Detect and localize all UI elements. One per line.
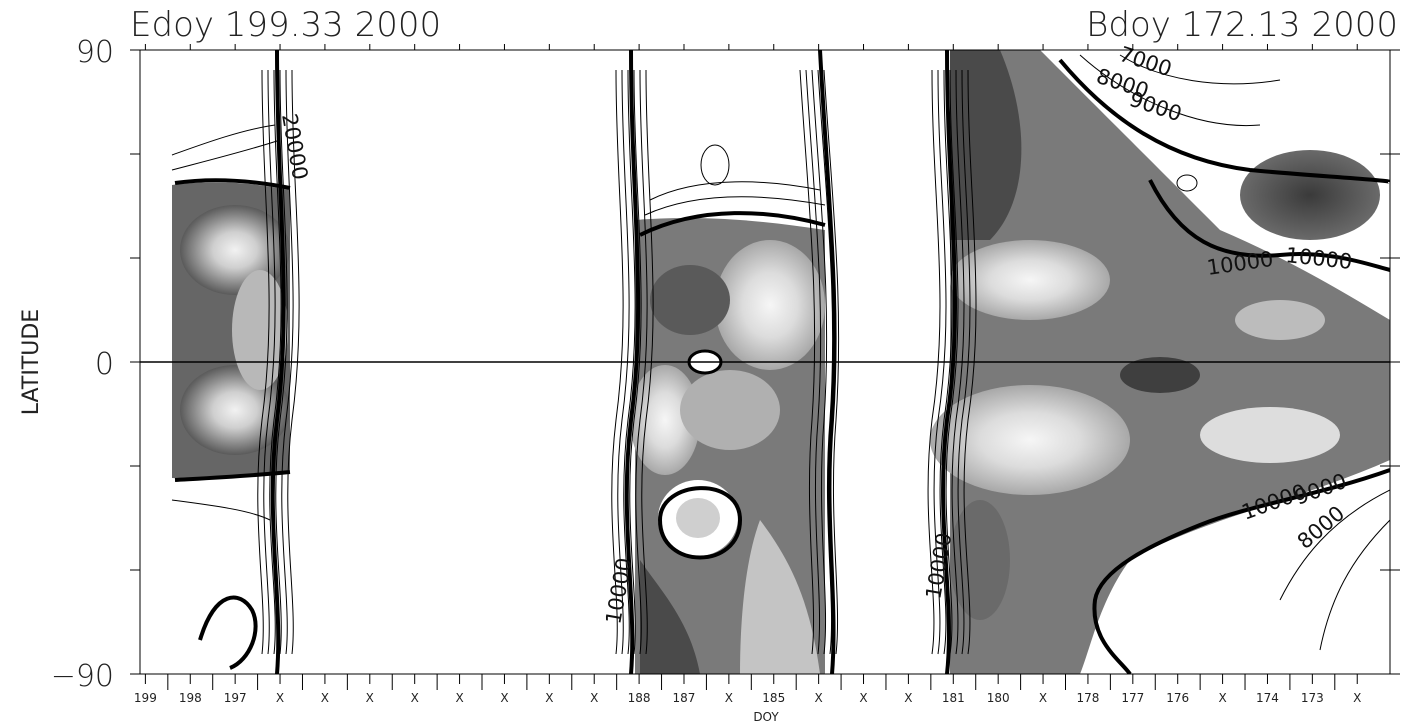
y-tick-label: −90 [51, 659, 114, 694]
x-tick-label: X [545, 691, 553, 705]
panel-1-shading [172, 182, 290, 479]
x-tick-label: X [366, 691, 374, 705]
x-tick-label: X [276, 691, 284, 705]
x-tick-label: X [1218, 691, 1226, 705]
x-tick-label: 181 [942, 691, 965, 705]
x-tick-label: 197 [224, 691, 247, 705]
panel-2-shading [630, 218, 825, 674]
contour-label: 9000 [1126, 87, 1184, 126]
x-tick-label: 173 [1301, 691, 1324, 705]
x-tick-label: X [1353, 691, 1361, 705]
x-tick-label: X [590, 691, 598, 705]
x-tick-label: 178 [1076, 691, 1099, 705]
x-tick-label: X [815, 691, 823, 705]
x-tick-label: 185 [762, 691, 785, 705]
x-tick-label: X [725, 691, 733, 705]
y-tick-label: 90 [76, 35, 114, 70]
x-tick-label: 199 [134, 691, 157, 705]
chart-title-left: Edoy 199.33 2000 [130, 5, 441, 45]
y-tick-label: 0 [95, 347, 114, 382]
x-axis-title: DOY [753, 710, 779, 724]
x-tick-label: 180 [987, 691, 1010, 705]
x-tick-label: 176 [1166, 691, 1189, 705]
x-tick-label: X [1039, 691, 1047, 705]
x-tick-label: 188 [628, 691, 651, 705]
x-tick-label: 174 [1256, 691, 1279, 705]
x-tick-label: X [455, 691, 463, 705]
x-tick-label: X [500, 691, 508, 705]
x-tick-label: X [321, 691, 329, 705]
x-tick-label: X [411, 691, 419, 705]
x-tick-label: 177 [1121, 691, 1144, 705]
panel-edge-bold [270, 50, 957, 674]
panel-edge-bands [257, 69, 977, 655]
x-tick-label: 187 [673, 691, 696, 705]
chart-title-right: Bdoy 172.13 2000 [1086, 5, 1398, 45]
x-tick-label: X [904, 691, 912, 705]
x-tick-label: 198 [179, 691, 202, 705]
axes: 90 0 −90 199 198 197 X X X X X X X X 188 187 X 185 X X X 181 1… [51, 35, 1400, 705]
y-axis-title: LATITUDE [19, 309, 44, 415]
contour-lines [171, 54, 1390, 674]
x-tick-label: X [859, 691, 867, 705]
